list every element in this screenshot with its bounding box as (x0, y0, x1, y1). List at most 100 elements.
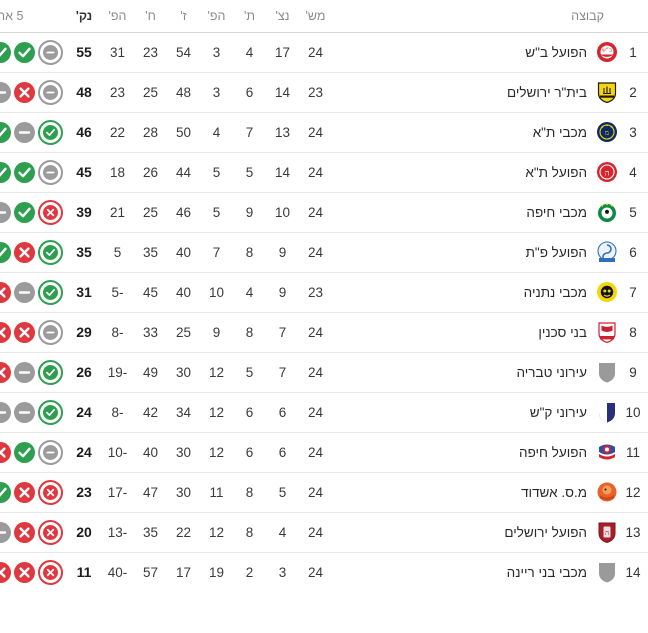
form-badge-loss[interactable] (0, 281, 11, 303)
form-badge-win[interactable] (14, 201, 35, 223)
column-header-team[interactable]: קבוצה (386, 0, 618, 33)
team-cell[interactable]: מכבי בני ריינה (386, 552, 618, 592)
stat-drawn: 2 (245, 564, 254, 580)
form-badge-draw[interactable] (14, 401, 35, 423)
form-badge-draw[interactable] (14, 121, 35, 143)
team-cell[interactable]: הפועל פ"ת (386, 232, 618, 272)
table-row[interactable]: 9 עירוני טבריה 24 7 5 12 30 49 -19 26 (0, 352, 648, 392)
stat-goal-diff: 22 (109, 124, 126, 140)
team-cell[interactable]: עירוני ק"ש (386, 392, 618, 432)
team-cell[interactable]: מכבי חיפה (386, 192, 618, 232)
table-row[interactable]: 6 הפועל פ"ת 24 9 8 7 40 35 5 35 (0, 232, 648, 272)
stat-goal-diff: 23 (109, 84, 126, 100)
form-badge-loss[interactable] (14, 561, 35, 583)
form-badge-draw[interactable] (38, 79, 63, 105)
team-cell[interactable]: בית"ר ירושלים (386, 72, 618, 112)
form-badge-draw[interactable] (0, 201, 11, 223)
team-name: עירוני ק"ש (529, 404, 587, 420)
form-badge-win[interactable] (38, 239, 63, 265)
table-row[interactable]: 14 מכבי בני ריינה 24 3 2 19 17 57 -40 11 (0, 552, 648, 592)
table-row[interactable]: 7 מכבי נתניה 23 9 4 10 40 45 -5 31 (0, 272, 648, 312)
form-badge-loss[interactable] (14, 321, 35, 343)
form-badge-draw[interactable] (0, 401, 11, 423)
stat-won: 7 (278, 364, 287, 380)
team-cell[interactable]: ב״ש הפועל ב"ש (386, 32, 618, 72)
table-row[interactable]: 12 מ.ס. אשדוד 24 5 8 11 30 47 -17 23 (0, 472, 648, 512)
stat-won: 6 (278, 444, 287, 460)
team-cell[interactable]: ה הפועל ירושלים (386, 512, 618, 552)
form-badge-loss[interactable] (0, 321, 11, 343)
form-badge-draw[interactable] (0, 81, 11, 103)
team-name: מכבי נתניה (523, 284, 587, 300)
form-badge-loss[interactable] (14, 521, 35, 543)
form-badge-win[interactable] (38, 359, 63, 385)
stat-drawn: 6 (245, 404, 254, 420)
team-cell[interactable]: עירוני טבריה (386, 352, 618, 392)
form-badge-loss[interactable] (0, 361, 11, 383)
team-cell[interactable]: הפועל חיפה (386, 432, 618, 472)
form-badge-loss[interactable] (38, 559, 63, 585)
table-row[interactable]: 2 בית"ר ירושלים 23 14 6 3 48 25 23 48 (0, 72, 648, 112)
ironi-kiryat-shmona-crest (596, 401, 618, 423)
stat-played: 24 (307, 364, 324, 380)
form-badge-win[interactable] (14, 41, 35, 63)
form-badge-win[interactable] (0, 121, 11, 143)
form-badge-loss[interactable] (38, 519, 63, 545)
table-row[interactable]: 10 עירוני ק"ש 24 6 6 12 34 42 -8 24 (0, 392, 648, 432)
form-badge-loss[interactable] (14, 241, 35, 263)
form-badge-draw[interactable] (38, 319, 63, 345)
row-spacer (332, 272, 386, 312)
table-row[interactable]: 4 ה הפועל ת"א 24 14 5 5 44 26 18 45 (0, 152, 648, 192)
row-rank: 5 (629, 204, 637, 220)
team-cell[interactable]: מ.ס. אשדוד (386, 472, 618, 512)
row-spacer (332, 112, 386, 152)
form-badge-draw[interactable] (0, 521, 11, 543)
hapoel-beer-sheva-crest: ב״ש (596, 41, 618, 63)
column-header-won[interactable]: נצ' (266, 0, 299, 33)
column-header-played[interactable]: מש' (299, 0, 332, 33)
form-badge-win[interactable] (14, 161, 35, 183)
column-header-goals-against[interactable]: ח' (134, 0, 167, 33)
table-row[interactable]: 3 מ מכבי ת"א 24 13 7 4 50 28 22 46 (0, 112, 648, 152)
form-badge-win[interactable] (38, 279, 63, 305)
form-badge-win[interactable] (38, 119, 63, 145)
form-badge-win[interactable] (0, 161, 11, 183)
column-header-points[interactable]: נק' (67, 0, 101, 33)
form-badge-draw[interactable] (14, 361, 35, 383)
form-badge-loss[interactable] (14, 481, 35, 503)
form-badge-win[interactable] (0, 481, 11, 503)
form-badge-win[interactable] (0, 241, 11, 263)
table-row[interactable]: 8 בני סכנין 24 7 8 9 25 33 -8 29 (0, 312, 648, 352)
column-header-goal-diff[interactable]: הפ' (101, 0, 134, 33)
form-badge-draw[interactable] (14, 281, 35, 303)
team-cell[interactable]: ה הפועל ת"א (386, 152, 618, 192)
form-badge-loss[interactable] (38, 479, 63, 505)
table-row[interactable]: 13 ה הפועל ירושלים 24 4 8 12 22 35 -13 20 (0, 512, 648, 552)
stat-drawn: 6 (245, 444, 254, 460)
team-cell[interactable]: מ מכבי ת"א (386, 112, 618, 152)
form-badge-loss[interactable] (0, 561, 11, 583)
standings-table-container: קבוצה מש' נצ' ת' הפ' ז' ח' הפ' נק' 5 אחר… (0, 0, 648, 592)
stat-points: 23 (76, 484, 92, 500)
form-badge-win[interactable] (14, 441, 35, 463)
form-badge-loss[interactable] (38, 199, 63, 225)
table-row[interactable]: 5 מכבי חיפה 24 10 9 5 46 25 21 39 (0, 192, 648, 232)
stat-drawn: 4 (245, 284, 254, 300)
form-badge-draw[interactable] (38, 39, 63, 65)
form-badge-draw[interactable] (38, 439, 63, 465)
form-badge-loss[interactable] (0, 441, 11, 463)
team-cell[interactable]: בני סכנין (386, 312, 618, 352)
form-badge-draw[interactable] (38, 159, 63, 185)
column-header-goals-for[interactable]: ז' (167, 0, 200, 33)
hapoel-jerusalem-crest: ה (596, 521, 618, 543)
column-header-drawn[interactable]: ת' (233, 0, 266, 33)
column-header-lost[interactable]: הפ' (200, 0, 233, 33)
form-badge-win[interactable] (0, 41, 11, 63)
stat-goals-against: 40 (142, 444, 159, 460)
table-row[interactable]: 11 הפועל חיפה 24 6 6 12 30 40 -10 24 (0, 432, 648, 472)
stat-won: 4 (278, 524, 287, 540)
team-cell[interactable]: מכבי נתניה (386, 272, 618, 312)
form-badge-win[interactable] (38, 399, 63, 425)
table-row[interactable]: 1 ב״ש הפועל ב"ש 24 17 4 3 54 23 31 55 (0, 32, 648, 72)
form-badge-loss[interactable] (14, 81, 35, 103)
